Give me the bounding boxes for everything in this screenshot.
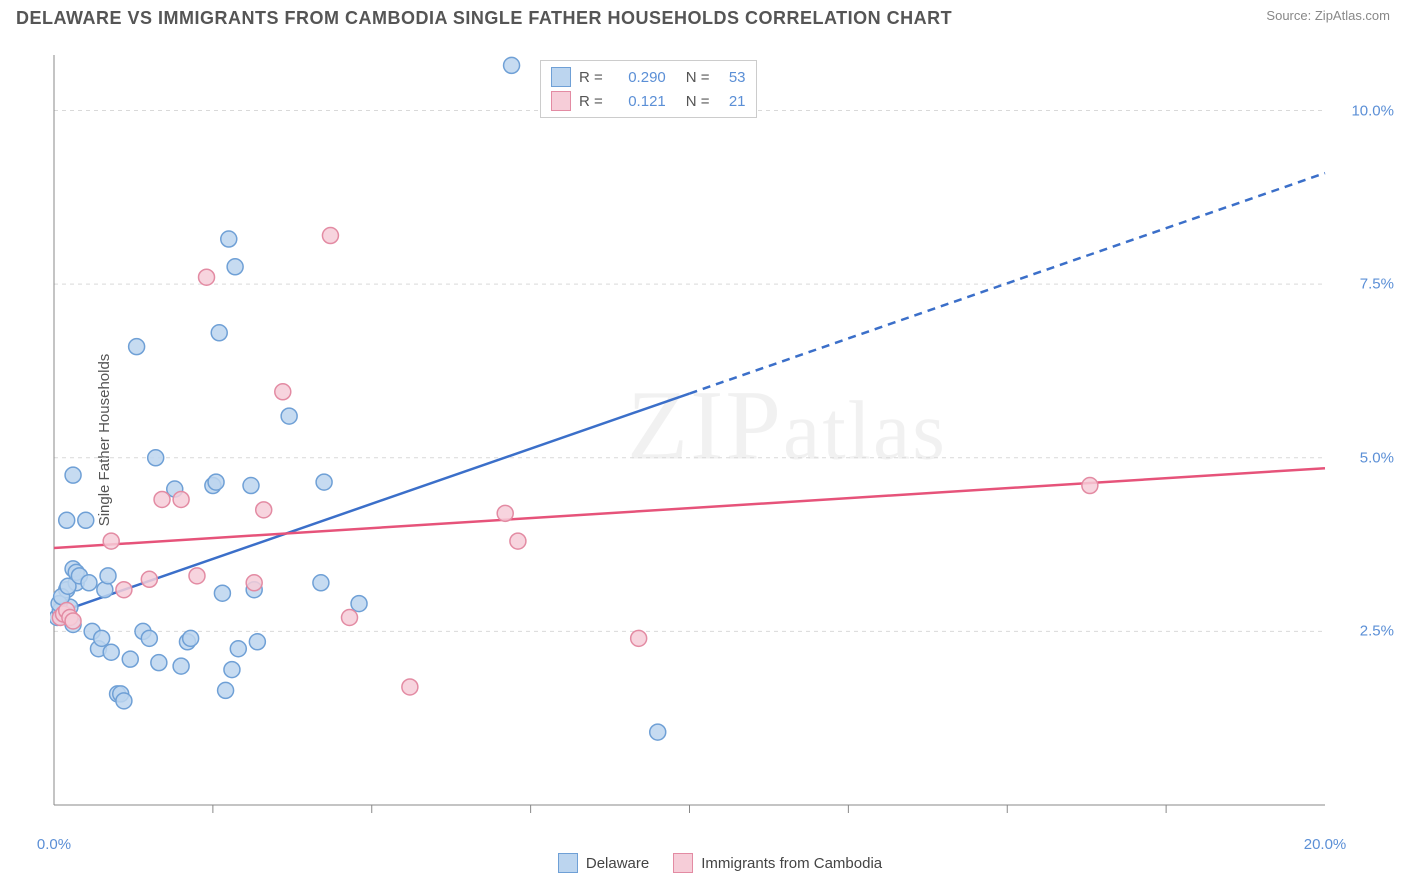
- chart-title: DELAWARE VS IMMIGRANTS FROM CAMBODIA SIN…: [16, 8, 952, 29]
- n-value: 21: [718, 93, 746, 110]
- x-tick-label: 20.0%: [1304, 836, 1347, 853]
- y-tick-label: 5.0%: [1360, 449, 1394, 466]
- legend-swatch: [673, 853, 693, 873]
- legend-swatch: [558, 853, 578, 873]
- legend-label: Immigrants from Cambodia: [701, 855, 882, 872]
- legend-swatch: [551, 67, 571, 87]
- y-tick-label: 7.5%: [1360, 276, 1394, 293]
- header: DELAWARE VS IMMIGRANTS FROM CAMBODIA SIN…: [0, 0, 1406, 29]
- legend-swatch: [551, 91, 571, 111]
- r-value: 0.121: [611, 93, 666, 110]
- n-value: 53: [718, 69, 746, 86]
- y-tick-label: 2.5%: [1360, 623, 1394, 640]
- legend-label: Delaware: [586, 855, 649, 872]
- stats-legend-row: R =0.290N =53: [551, 65, 746, 89]
- y-tick-label: 10.0%: [1351, 102, 1394, 119]
- stats-legend-row: R =0.121N =21: [551, 89, 746, 113]
- scatter-plot: [50, 55, 1390, 825]
- legend-item: Immigrants from Cambodia: [673, 853, 882, 873]
- x-tick-label: 0.0%: [37, 836, 71, 853]
- legend-item: Delaware: [558, 853, 649, 873]
- series-legend: Delaware Immigrants from Cambodia: [50, 853, 1390, 873]
- r-value: 0.290: [611, 69, 666, 86]
- chart-area: Single Father Households ZIPatlas R =0.2…: [50, 55, 1390, 825]
- source-label: Source: ZipAtlas.com: [1266, 8, 1390, 23]
- stats-legend: R =0.290N =53R =0.121N =21: [540, 60, 757, 118]
